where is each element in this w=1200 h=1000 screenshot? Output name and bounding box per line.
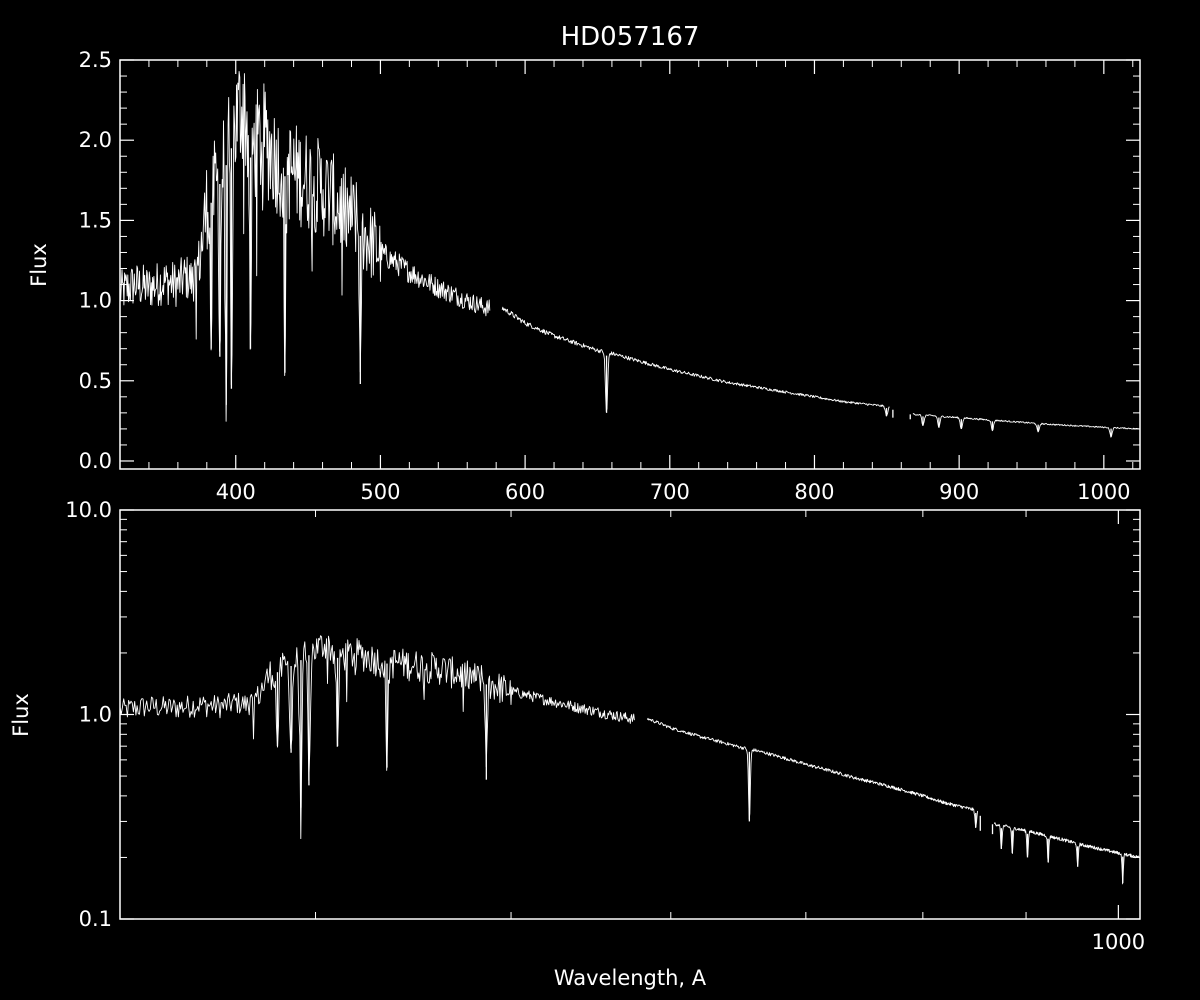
x-tick-label: 800 bbox=[794, 480, 834, 504]
top-plot-frame bbox=[119, 59, 1141, 470]
bottom-spectrum-series bbox=[119, 635, 1141, 885]
spectrum-segment bbox=[912, 413, 1140, 438]
top-panel: 400 500 600 700 800 900 1000 0.0 0.5 1.0 1.5 2.0 2.5… bbox=[27, 48, 1141, 504]
top-y-axis-label: Flux bbox=[27, 243, 51, 287]
spectrum-segment bbox=[119, 635, 635, 840]
x-tick-label: 1000 bbox=[1077, 480, 1130, 504]
x-tick-label: 700 bbox=[650, 480, 690, 504]
bottom-plot-frame bbox=[119, 509, 1141, 920]
y-tick-label: 0.0 bbox=[79, 449, 112, 473]
y-tick-label: 2.0 bbox=[79, 128, 112, 152]
bottom-tick-labels: 1000 0.1 1.0 10.0 bbox=[65, 498, 1145, 954]
top-spectrum-series bbox=[119, 71, 1140, 438]
spectrum-segment bbox=[119, 71, 491, 422]
y-tick-label: 10.0 bbox=[65, 498, 112, 522]
y-tick-label: 0.1 bbox=[79, 907, 112, 931]
bottom-axis-ticks bbox=[120, 509, 1140, 920]
x-tick-label: 900 bbox=[939, 480, 979, 504]
y-tick-label: 1.5 bbox=[79, 208, 112, 232]
spectrum-segment bbox=[993, 822, 1141, 885]
x-tick-label: 500 bbox=[360, 480, 400, 504]
chart-title: HD057167 bbox=[561, 22, 700, 52]
spectrum-segment bbox=[646, 717, 978, 829]
bottom-y-axis-label: Flux bbox=[9, 693, 33, 737]
x-axis-label: Wavelength, A bbox=[554, 966, 707, 990]
x-tick-label: 400 bbox=[216, 480, 256, 504]
y-tick-label: 2.5 bbox=[79, 48, 112, 72]
y-tick-label: 0.5 bbox=[79, 369, 112, 393]
x-tick-label: 1000 bbox=[1092, 930, 1145, 954]
y-tick-label: 1.0 bbox=[79, 703, 112, 727]
spectrum-segment bbox=[501, 306, 890, 417]
x-tick-label: 600 bbox=[505, 480, 545, 504]
bottom-panel: 1000 0.1 1.0 10.0 Flux Wavelength, A bbox=[9, 498, 1145, 990]
top-tick-labels: 400 500 600 700 800 900 1000 0.0 0.5 1.0 1.5 2.0 2.5 bbox=[79, 48, 1131, 504]
y-tick-label: 1.0 bbox=[79, 289, 112, 313]
